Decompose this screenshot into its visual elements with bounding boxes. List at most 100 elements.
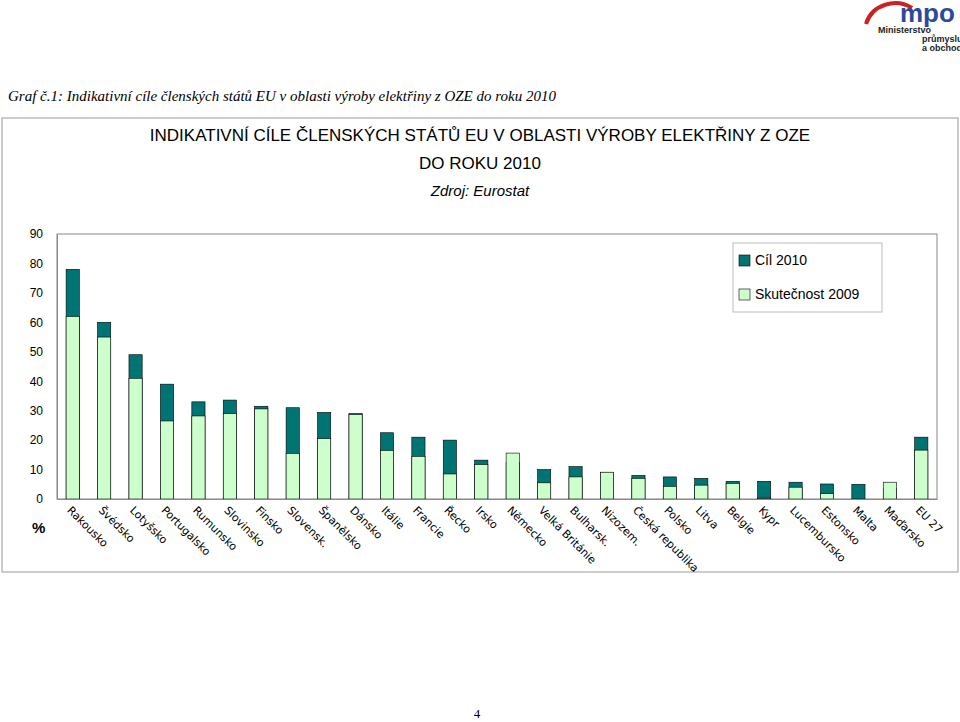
bar: [789, 487, 802, 499]
legend-box: [733, 243, 882, 312]
bar: [852, 484, 865, 499]
tick: Švédsko: [96, 499, 138, 546]
tick-label: 30: [30, 404, 44, 418]
tick: 20: [30, 433, 57, 447]
tick-label: 50: [30, 345, 44, 359]
tick: 30: [30, 404, 57, 418]
bar: [726, 481, 739, 499]
bar: [695, 485, 708, 499]
axis-title: %: [32, 519, 45, 536]
legend-label: Skutečnost 2009: [755, 286, 860, 302]
legend-swatch: [739, 255, 750, 266]
legend-swatch: [739, 289, 750, 300]
legend-label: Cíl 2010: [755, 252, 807, 268]
tick-label: 60: [30, 316, 44, 330]
bar: [380, 450, 393, 499]
tick: 0: [36, 492, 57, 506]
bar: [160, 384, 173, 499]
bar: [758, 481, 771, 499]
tick-label: 90: [30, 227, 44, 241]
bar: [663, 486, 676, 499]
tick: Lotyšsko: [127, 499, 170, 547]
bar: [915, 450, 928, 499]
tick-label: 20: [30, 433, 44, 447]
bar: [380, 433, 393, 499]
tick-label: Dánsko: [347, 504, 385, 542]
tick-label: 10: [30, 463, 44, 477]
bar: [475, 460, 488, 499]
bar: [192, 402, 205, 499]
tick: 80: [30, 257, 57, 271]
tick-label: Kypr: [756, 504, 783, 531]
bar: [223, 400, 236, 499]
page: mpoMinisterstvoprůmyslua obchodu Graf č.1…: [0, 0, 960, 722]
bar: [129, 378, 142, 499]
bar: [286, 453, 299, 499]
bar: [255, 409, 268, 499]
tick: Litva: [693, 499, 721, 532]
bar: [98, 337, 111, 499]
tick: Kypr: [756, 499, 783, 531]
chart-frame: [2, 118, 958, 572]
bar: [915, 437, 928, 499]
bar: [758, 498, 771, 499]
series: [66, 316, 928, 499]
bar: [695, 478, 708, 499]
tick-label: Irsko: [473, 504, 501, 532]
tick: Finsko: [253, 499, 286, 537]
tick-label: Finsko: [253, 504, 286, 537]
bar: [663, 477, 676, 499]
bar: [883, 482, 896, 499]
bar: [506, 453, 519, 499]
bar: [443, 474, 456, 499]
tick-label: Belgie: [724, 504, 758, 538]
tick-label: Francie: [410, 504, 447, 541]
tick: 50: [30, 345, 57, 359]
caption: Graf č.1: Indikativní cíle členských stá…: [8, 88, 556, 104]
bar: [98, 322, 111, 499]
tick-label: Česká republika: [630, 504, 701, 575]
tick-label: 40: [30, 375, 44, 389]
tick-label: Řecko: [441, 504, 473, 536]
bar: [820, 484, 833, 499]
tick: Belgie: [724, 499, 758, 537]
tick: Malta: [850, 499, 881, 534]
bar: [726, 483, 739, 499]
bar: [255, 406, 268, 499]
bar: [820, 494, 833, 499]
title: DO ROKU 2010: [419, 154, 541, 173]
bar: [349, 414, 362, 499]
page-number: 4: [474, 706, 481, 721]
bar: [66, 316, 79, 499]
bar: [412, 437, 425, 499]
bar: [600, 472, 613, 499]
tick-label: Lucembursko: [787, 504, 848, 565]
bar: [475, 465, 488, 499]
tick-label: EU 27: [913, 504, 945, 536]
bar: [569, 467, 582, 499]
tick: Francie: [410, 499, 447, 541]
bar: [632, 478, 645, 499]
title: INDIKATIVNÍ CÍLE ČLENSKÝCH STÁTŮ EU V OB…: [150, 126, 810, 145]
bar: [286, 408, 299, 499]
axis-line: [58, 499, 938, 500]
bar: [129, 355, 142, 499]
tick-label: 70: [30, 286, 44, 300]
subtitle: Zdroj: Eurostat: [430, 182, 530, 199]
tick: 90: [30, 227, 57, 241]
y-axis: 0 10 20 30 40 50 60 70 80 90: [30, 227, 58, 506]
tick-label: Litva: [693, 504, 721, 532]
bar: [852, 499, 865, 500]
tick: Portugalsko: [159, 499, 214, 558]
tick: Česká republika: [630, 499, 701, 575]
tick: Řecko: [441, 499, 473, 536]
logo-mark: mpo: [900, 0, 955, 28]
tick-label: Malta: [850, 504, 881, 535]
legend: Cíl 2010 Skutečnost 2009: [733, 243, 882, 312]
tick-label: Itálie: [379, 504, 408, 533]
tick: 60: [30, 316, 57, 330]
bar: [223, 414, 236, 499]
tick: Itálie: [379, 499, 408, 532]
bar: [412, 456, 425, 499]
logo: mpoMinisterstvoprůmyslua obchodu: [866, 0, 960, 53]
